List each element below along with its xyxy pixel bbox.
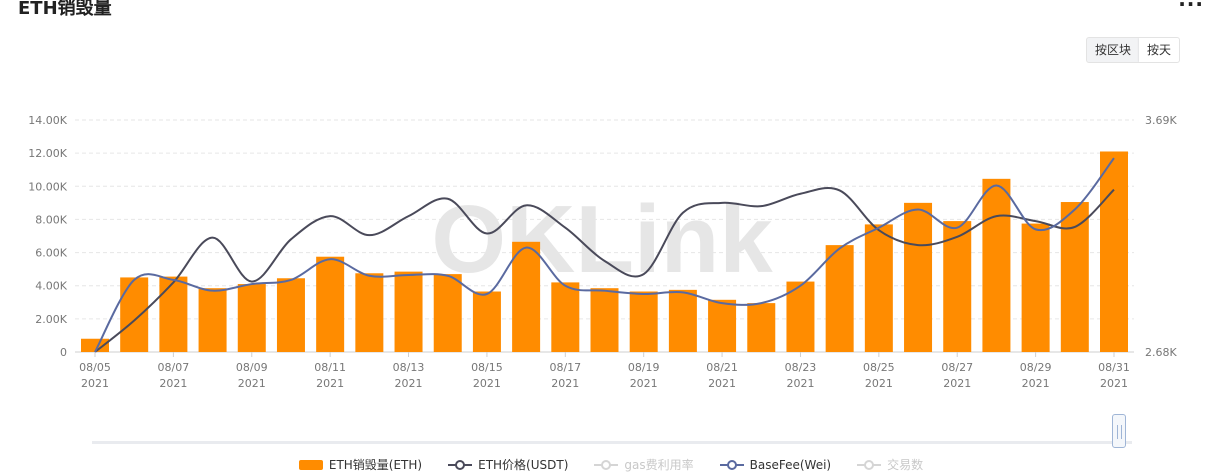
legend-item-eth-burn[interactable]: ETH销毁量(ETH) (298, 456, 423, 473)
bar (747, 303, 776, 352)
x-tick-label-date: 08/17 (549, 361, 581, 374)
legend-item-eth-price[interactable]: ETH价格(USDT) (448, 456, 568, 473)
y-left-tick-label: 0 (60, 346, 67, 359)
series-line-ethusdt (94, 187, 1115, 353)
x-tick-label-year: 2021 (708, 377, 736, 390)
x-tick-label-date: 08/27 (941, 361, 973, 374)
legend-label: BaseFee(Wei) (749, 457, 832, 472)
bar (512, 241, 541, 352)
bar (982, 178, 1011, 352)
chart-title: ETH销毁量 (18, 0, 112, 19)
x-tick-label-year: 2021 (159, 377, 187, 390)
x-tick-label-year: 2021 (81, 377, 109, 390)
bar (1060, 202, 1089, 352)
x-tick-label-year: 2021 (786, 377, 814, 390)
bar (551, 282, 580, 352)
bar (590, 288, 619, 352)
bar (159, 276, 188, 352)
y-right-tick-label: 2.68K (1145, 346, 1177, 359)
legend-line-swatch (857, 459, 882, 471)
bar (81, 338, 109, 352)
zoom-handle[interactable] (1112, 414, 1126, 448)
toggle-by-block[interactable]: 按区块 (1095, 43, 1132, 57)
legend-bar-swatch (298, 459, 323, 470)
legend-label: ETH价格(USDT) (478, 458, 569, 472)
x-tick-label-year: 2021 (865, 377, 893, 390)
y-right-tick-label: 3.69K (1145, 114, 1177, 127)
x-tick-label-date: 08/23 (785, 361, 817, 374)
toggle-by-day[interactable]: 按天 (1139, 38, 1180, 62)
x-tick-label-year: 2021 (1022, 377, 1050, 390)
bar (120, 277, 149, 352)
series-line-basefeewei (94, 157, 1115, 353)
legend-line-swatch (594, 459, 619, 471)
x-tick-label-year: 2021 (551, 377, 579, 390)
x-tick-label-date: 08/13 (393, 361, 425, 374)
x-tick-label-date: 08/19 (628, 361, 660, 374)
zoom-scroll-track[interactable] (92, 441, 1132, 444)
legend-line-swatch (448, 459, 473, 471)
bar (198, 288, 227, 352)
bar (472, 291, 501, 352)
bar (1100, 151, 1128, 352)
y-left-tick-label: 14.00K (28, 114, 67, 127)
x-tick-label-date: 08/21 (706, 361, 738, 374)
x-tick-label-year: 2021 (630, 377, 658, 390)
bar (237, 284, 266, 352)
bar (394, 271, 423, 352)
legend-label: gas费利用率 (624, 458, 694, 472)
y-left-tick-label: 10.00K (28, 180, 67, 193)
legend-item-tx-count[interactable]: 交易数 (857, 456, 923, 473)
x-tick-label-date: 08/05 (79, 361, 111, 374)
y-left-tick-label: 12.00K (28, 147, 67, 160)
bar (904, 202, 933, 352)
bar (943, 221, 972, 352)
x-tick-label-date: 08/07 (158, 361, 190, 374)
x-tick-label-date: 08/09 (236, 361, 268, 374)
y-left-tick-label: 6.00K (35, 247, 67, 260)
bar (1021, 223, 1050, 352)
granularity-toggle: 按区块 按天 (1086, 37, 1181, 63)
x-tick-label-year: 2021 (943, 377, 971, 390)
x-tick-label-year: 2021 (238, 377, 266, 390)
x-tick-label-date: 08/11 (314, 361, 346, 374)
legend-label: 交易数 (887, 458, 924, 472)
x-tick-label-date: 08/15 (471, 361, 503, 374)
bar (433, 274, 462, 352)
legend-label: ETH销毁量(ETH) (328, 458, 423, 472)
bar (316, 256, 345, 352)
x-tick-label-date: 08/29 (1020, 361, 1052, 374)
bar (864, 224, 893, 352)
x-tick-label-date: 08/25 (863, 361, 895, 374)
legend-item-basefee[interactable]: BaseFee(Wei) (719, 456, 832, 473)
x-tick-label-year: 2021 (1100, 377, 1128, 390)
bar (355, 273, 384, 352)
x-tick-label-date: 08/31 (1098, 361, 1130, 374)
more-options-button[interactable]: ··· (1178, 0, 1204, 16)
eth-burn-chart: OKLink 02.00K4.00K6.00K8.00K10.00K12.00K… (28, 114, 1177, 390)
bar (786, 281, 815, 352)
y-left-tick-label: 2.00K (35, 313, 67, 326)
y-left-tick-label: 8.00K (35, 213, 67, 226)
bar (276, 278, 305, 352)
chart-legend: ETH销毁量(ETH) ETH价格(USDT) gas费利用率 BaseFee(… (0, 456, 1222, 473)
bar (668, 289, 697, 352)
bar (708, 299, 737, 352)
bar (629, 291, 658, 352)
x-tick-label-year: 2021 (316, 377, 344, 390)
y-left-tick-label: 4.00K (35, 280, 67, 293)
legend-item-gas-utilization[interactable]: gas费利用率 (594, 456, 694, 473)
x-tick-label-year: 2021 (395, 377, 423, 390)
bar (825, 245, 854, 352)
x-tick-label-year: 2021 (473, 377, 501, 390)
legend-line-swatch (719, 459, 744, 471)
